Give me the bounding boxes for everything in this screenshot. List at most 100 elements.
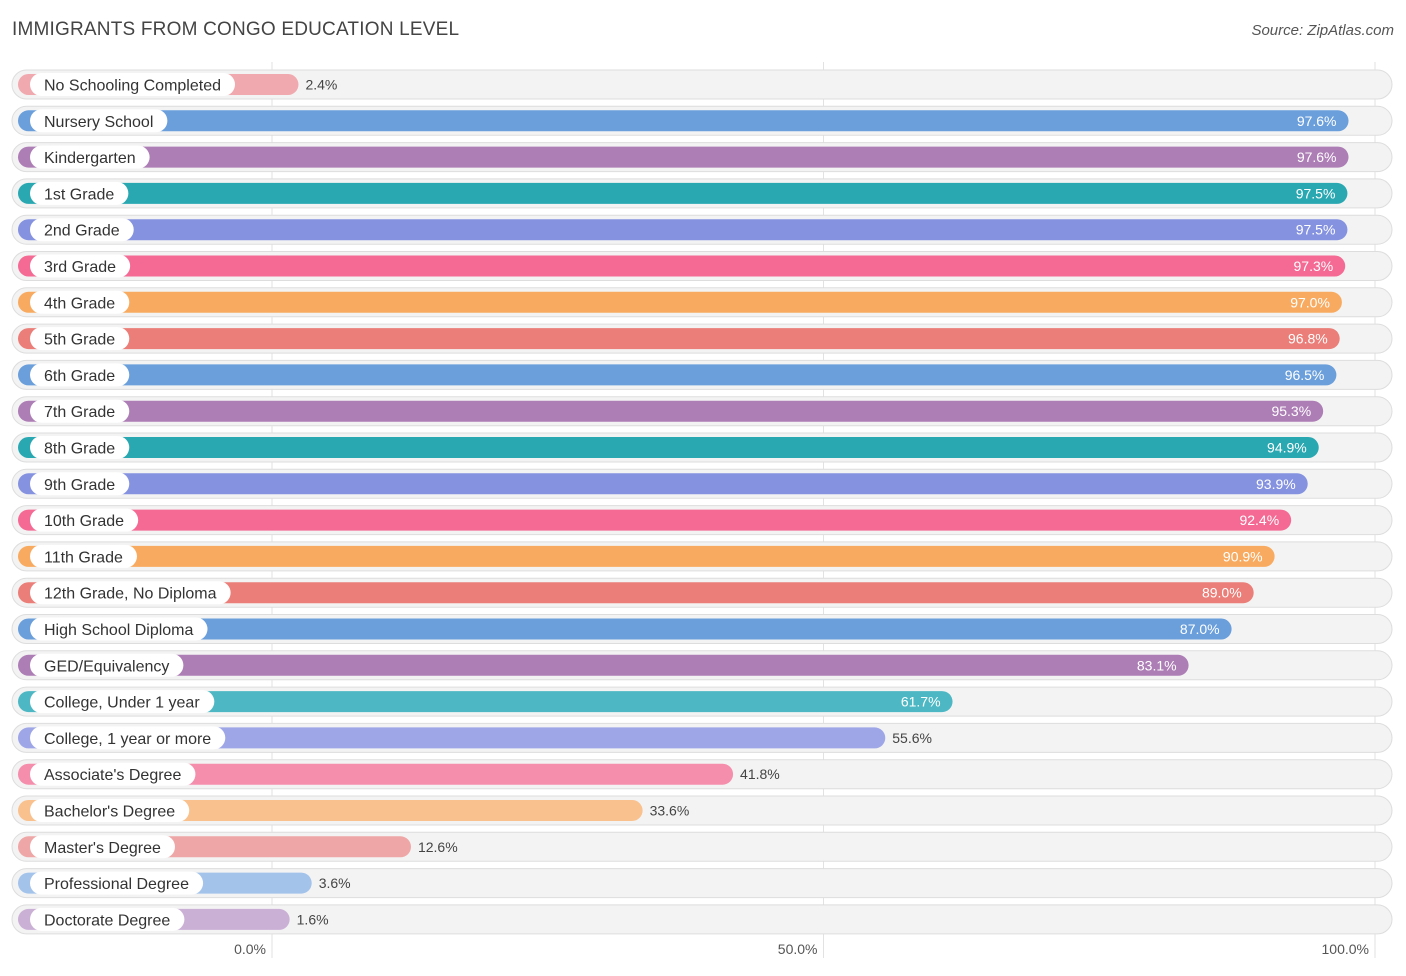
bar-row: Nursery School 97.6% — [11, 105, 1393, 136]
bar[interactable] — [18, 182, 1348, 204]
value-label: 97.6% — [1297, 113, 1337, 129]
bar-row: 6th Grade 96.5% — [11, 359, 1393, 390]
bar-row: GED/Equivalency 83.1% — [11, 650, 1393, 681]
bar-row: 11th Grade 90.9% — [11, 541, 1393, 572]
category-label: High School Diploma — [44, 622, 194, 639]
category-label-pill — [30, 617, 208, 641]
bar[interactable] — [18, 364, 1337, 386]
bar[interactable] — [18, 219, 1348, 241]
category-label-pill — [30, 544, 137, 568]
category-label: No Schooling Completed — [44, 78, 221, 95]
category-label: 10th Grade — [44, 513, 124, 530]
category-label-pill — [30, 363, 130, 387]
value-label: 41.8% — [740, 766, 780, 782]
value-label: 97.3% — [1294, 258, 1334, 274]
category-label-pill — [30, 290, 130, 314]
category-label-pill — [30, 145, 150, 169]
category-label: Bachelor's Degree — [44, 804, 175, 821]
category-label: Master's Degree — [44, 840, 161, 857]
bar-row: 8th Grade 94.9% — [11, 432, 1393, 463]
category-label: Associate's Degree — [44, 767, 181, 784]
bar[interactable] — [18, 328, 1340, 350]
category-label: 7th Grade — [44, 404, 115, 421]
category-label-pill — [30, 871, 204, 895]
bar[interactable] — [18, 291, 1342, 313]
bar[interactable] — [18, 509, 1292, 531]
category-label: 2nd Grade — [44, 223, 120, 240]
category-label-pill — [30, 218, 134, 242]
category-label-pill — [30, 472, 130, 496]
bar-row: 9th Grade 93.9% — [11, 468, 1393, 499]
bar-row: Bachelor's Degree 33.6% — [11, 795, 1393, 826]
bar[interactable] — [18, 763, 734, 785]
value-label: 89.0% — [1202, 585, 1242, 601]
bar-row: 5th Grade 96.8% — [11, 323, 1393, 354]
category-label: Professional Degree — [44, 876, 189, 893]
bar-row: College, Under 1 year 61.7% — [11, 686, 1393, 717]
bar-track — [11, 868, 1393, 899]
bar[interactable] — [18, 146, 1349, 168]
bar-row: 3rd Grade 97.3% — [11, 251, 1393, 281]
value-label: 93.9% — [1256, 476, 1296, 492]
bar-row: Master's Degree 12.6% — [11, 831, 1393, 862]
bar-row: Professional Degree 3.6% — [11, 868, 1393, 899]
bar[interactable] — [18, 110, 1349, 132]
bar-row: College, 1 year or more 55.6% — [11, 722, 1393, 753]
bar[interactable] — [18, 545, 1275, 567]
category-label: College, Under 1 year — [44, 695, 200, 712]
bar[interactable] — [18, 582, 1254, 604]
category-label-pill — [30, 799, 190, 822]
category-label-pill — [30, 399, 130, 423]
category-label-pill — [30, 907, 185, 931]
category-label: 12th Grade, No Diploma — [44, 586, 217, 603]
category-label-pill — [30, 508, 139, 532]
category-label-pill — [30, 254, 131, 278]
category-label: 3rd Grade — [44, 259, 116, 276]
category-label-pill — [30, 181, 129, 205]
bar-row: 10th Grade 92.4% — [11, 505, 1393, 536]
bar[interactable] — [18, 255, 1346, 277]
category-label: 8th Grade — [44, 441, 115, 458]
bar-row: 12th Grade, No Diploma 89.0% — [11, 577, 1393, 608]
category-label-pill — [30, 726, 226, 750]
category-label: GED/Equivalency — [44, 658, 169, 675]
value-label: 2.4% — [305, 77, 337, 93]
bar[interactable] — [18, 400, 1324, 422]
chart-source: Source: ZipAtlas.com — [1251, 22, 1394, 39]
bar-row: High School Diploma 87.0% — [11, 614, 1393, 644]
value-label: 94.9% — [1267, 440, 1307, 456]
value-label: 97.5% — [1296, 222, 1336, 238]
category-label: 5th Grade — [44, 332, 115, 349]
category-label: Nursery School — [44, 114, 153, 131]
category-label-pill — [30, 653, 184, 677]
category-label: College, 1 year or more — [44, 731, 211, 748]
bar[interactable] — [18, 473, 1308, 495]
bar-track — [11, 69, 1393, 100]
value-label: 90.9% — [1223, 548, 1263, 564]
bar[interactable] — [18, 691, 953, 713]
category-label: Kindergarten — [44, 150, 136, 167]
value-label: 61.7% — [901, 694, 941, 710]
value-label: 96.5% — [1285, 367, 1325, 383]
bar-row: Kindergarten 97.6% — [11, 142, 1393, 173]
value-label: 1.6% — [297, 911, 329, 927]
value-label: 96.8% — [1288, 331, 1328, 347]
bar[interactable] — [18, 618, 1232, 640]
bar-row: Associate's Degree 41.8% — [11, 759, 1393, 790]
bar-row: 2nd Grade 97.5% — [11, 214, 1393, 245]
x-tick-label: 100.0% — [1322, 941, 1369, 957]
bar[interactable] — [18, 437, 1319, 458]
value-label: 33.6% — [650, 803, 690, 819]
category-label-pill — [30, 581, 231, 605]
bar[interactable] — [18, 727, 886, 749]
category-label-pill — [30, 327, 130, 351]
bar-row: No Schooling Completed 2.4% — [11, 69, 1393, 100]
category-label: Doctorate Degree — [44, 912, 170, 929]
category-label: 6th Grade — [44, 368, 115, 385]
category-label: 4th Grade — [44, 295, 115, 312]
value-label: 87.0% — [1180, 621, 1220, 637]
bar[interactable] — [18, 654, 1189, 676]
value-label: 3.6% — [319, 875, 351, 891]
value-label: 92.4% — [1239, 512, 1279, 528]
